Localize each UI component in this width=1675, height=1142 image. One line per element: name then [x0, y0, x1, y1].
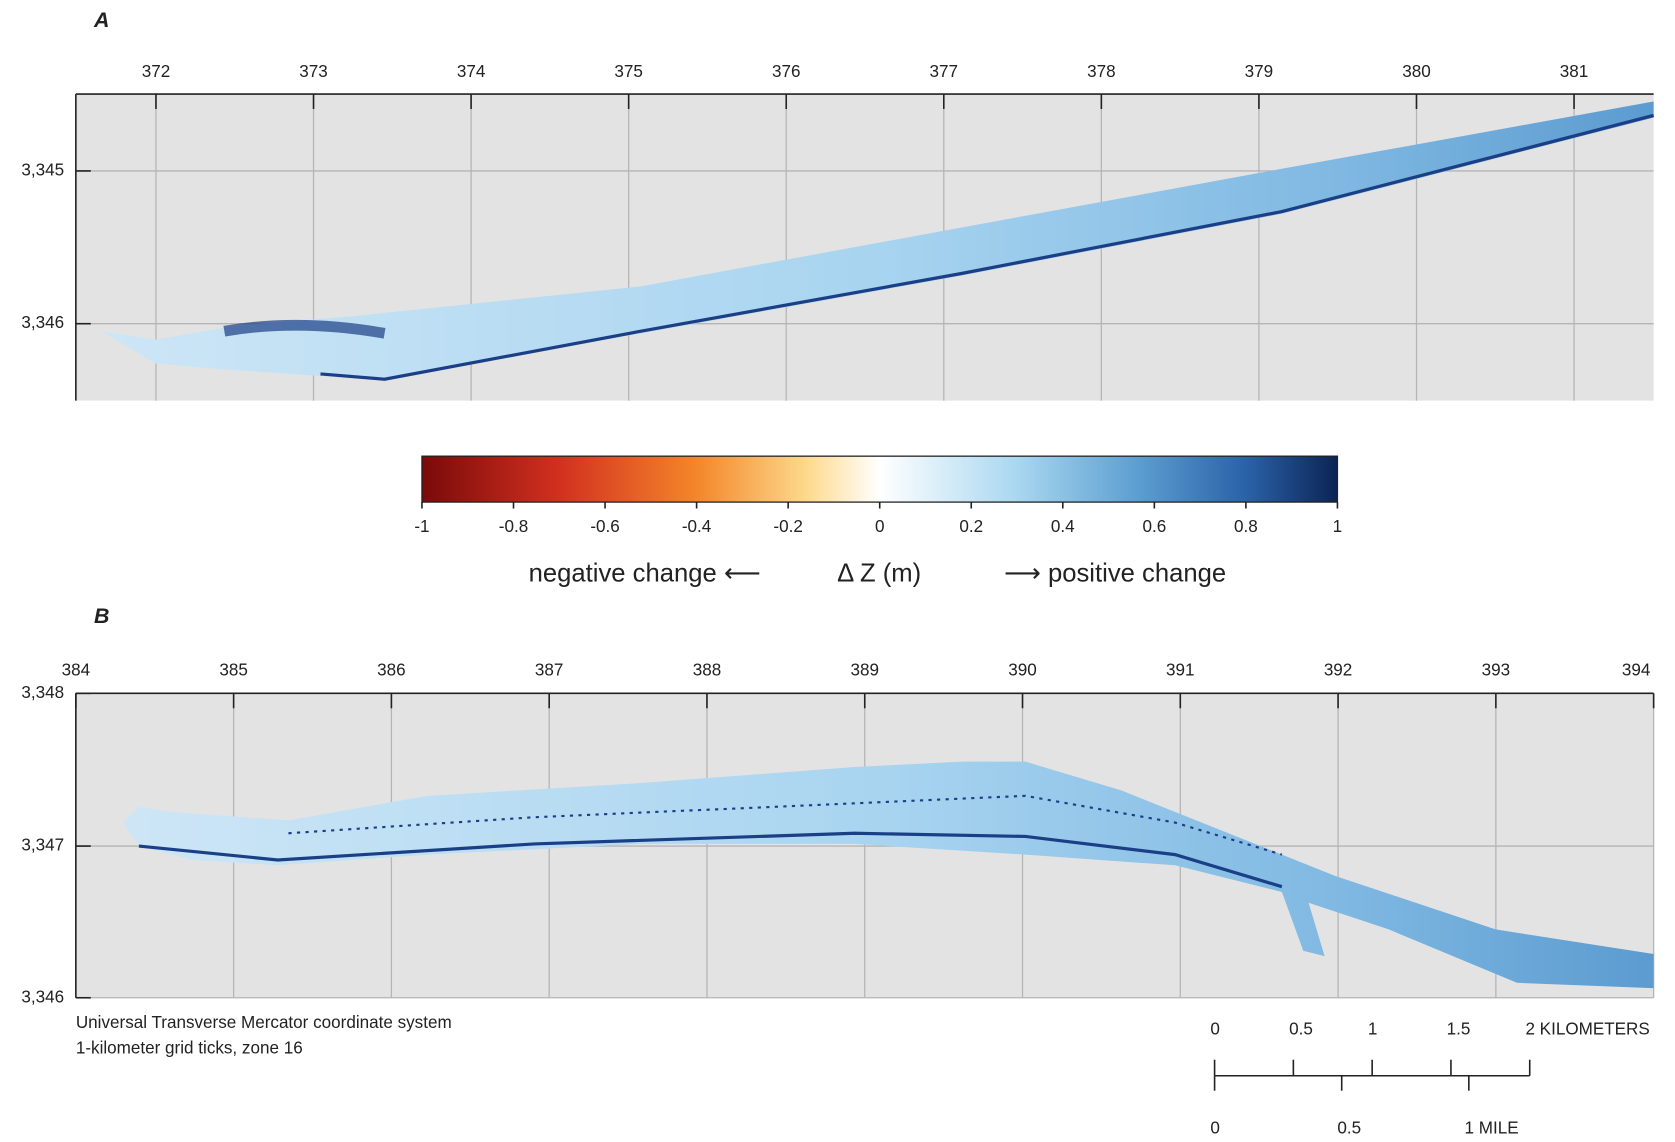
colorbar — [421, 455, 1339, 503]
scale-bar-ticks: 0 0.5 1 1.5 2 KILOMETERS 0 0.5 1 MILE — [1210, 1019, 1649, 1137]
x-tick-label: 385 — [219, 660, 247, 679]
y-tick-label: 3,345 — [21, 160, 64, 179]
y-tick-label: 3,346 — [21, 313, 64, 332]
x-tick-label: 387 — [535, 660, 564, 679]
panel-label: B — [94, 604, 109, 628]
x-tick-label: 372 — [142, 62, 171, 81]
positive-label: ⟶ positive change — [1004, 560, 1226, 588]
x-tick-label: 374 — [457, 62, 486, 81]
x-tick-label: 391 — [1166, 660, 1195, 679]
note: Universal Transverse Mercator coordinate… — [76, 1013, 452, 1032]
colorbar-label: Δ Z (m) — [837, 560, 921, 588]
colorbar-tick-label: 0.2 — [959, 517, 983, 536]
colorbar-tick-label: 0.8 — [1234, 517, 1258, 536]
km-label: 1.5 — [1447, 1019, 1471, 1038]
note: 1-kilometer grid ticks, zone 16 — [76, 1039, 303, 1058]
shoreline-a — [320, 113, 1655, 381]
colorbar-tick-label: -0.4 — [682, 517, 711, 536]
km-label: 0 — [1210, 1019, 1220, 1038]
x-tick-label: 388 — [693, 660, 722, 679]
colorbar-tick-label: 0 — [875, 517, 885, 536]
colorbar-tick-label: 0.6 — [1142, 517, 1166, 536]
mile-label: 0 — [1210, 1119, 1220, 1138]
mile-label: 0.5 — [1337, 1119, 1361, 1138]
colorbar-tick-label: -0.8 — [499, 517, 528, 536]
x-tick-label: 377 — [930, 62, 958, 81]
negative-label: negative change ⟵ — [529, 560, 761, 588]
x-tick-label: 389 — [850, 660, 878, 679]
colorbar-tick-label: -1 — [414, 517, 429, 536]
shoreline-b — [138, 831, 1283, 889]
x-tick-label: 380 — [1402, 62, 1431, 81]
x-tick-label: 392 — [1324, 660, 1353, 679]
x-tick-label: 379 — [1245, 62, 1274, 81]
x-tick-label: 373 — [299, 62, 328, 81]
colorbar-ticks: -1 -0.8 -0.6 -0.4 -0.2 0 0.2 0.4 0.6 0.8 1 — [414, 502, 1342, 536]
x-tick-label: 386 — [377, 660, 406, 679]
y-tick-label: 3,346 — [21, 987, 64, 1006]
x-tick-label: 384 — [62, 660, 91, 679]
y-tick-label: 3,347 — [21, 836, 64, 855]
x-tick-label: 393 — [1482, 660, 1511, 679]
x-tick-label: 378 — [1087, 62, 1116, 81]
panel-label: A — [93, 8, 109, 32]
x-tick-label: 376 — [772, 62, 800, 81]
x-tick-label: 381 — [1560, 62, 1589, 81]
x-tick-label: 390 — [1008, 660, 1036, 679]
road-b — [288, 794, 1283, 856]
island-b — [122, 761, 1654, 989]
colorbar-tick-label: 0.4 — [1051, 517, 1075, 536]
x-tick-label: 375 — [614, 62, 642, 81]
change-patch — [223, 319, 386, 339]
island-a — [101, 101, 1654, 381]
colorbar-tick-label: -0.2 — [773, 517, 802, 536]
km-label: 2 KILOMETERS — [1525, 1019, 1649, 1038]
km-label: 1 — [1368, 1019, 1378, 1038]
colorbar-tick-label: -0.6 — [590, 517, 619, 536]
mile-label: 1 MILE — [1465, 1119, 1519, 1138]
x-tick-label: 394 — [1622, 660, 1651, 679]
km-label: 0.5 — [1289, 1019, 1313, 1038]
y-tick-label: 3,348 — [21, 683, 64, 702]
colorbar-tick-label: 1 — [1333, 517, 1343, 536]
